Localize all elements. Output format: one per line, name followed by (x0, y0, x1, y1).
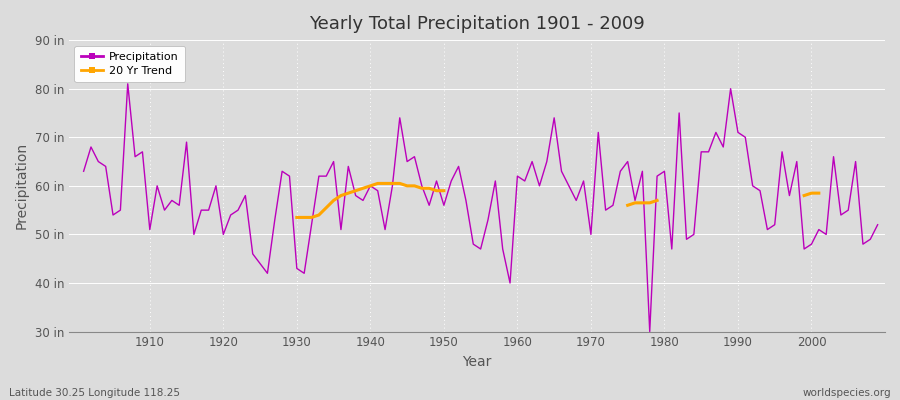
Legend: Precipitation, 20 Yr Trend: Precipitation, 20 Yr Trend (75, 46, 185, 82)
Y-axis label: Precipitation: Precipitation (15, 142, 29, 230)
X-axis label: Year: Year (463, 355, 491, 369)
Text: worldspecies.org: worldspecies.org (803, 388, 891, 398)
Title: Yearly Total Precipitation 1901 - 2009: Yearly Total Precipitation 1901 - 2009 (309, 15, 644, 33)
Text: Latitude 30.25 Longitude 118.25: Latitude 30.25 Longitude 118.25 (9, 388, 180, 398)
